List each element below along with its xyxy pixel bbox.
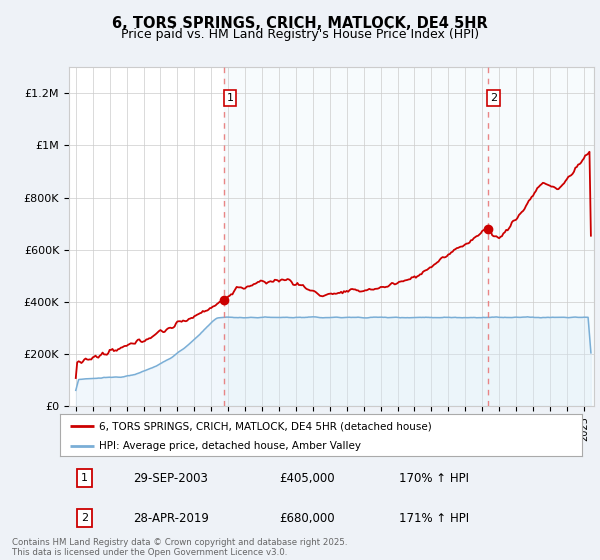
Text: 1: 1 <box>226 94 233 103</box>
Text: 2: 2 <box>490 94 497 103</box>
Text: £405,000: £405,000 <box>279 472 335 484</box>
Text: 1: 1 <box>81 473 88 483</box>
Text: HPI: Average price, detached house, Amber Valley: HPI: Average price, detached house, Ambe… <box>99 441 361 451</box>
Text: 6, TORS SPRINGS, CRICH, MATLOCK, DE4 5HR: 6, TORS SPRINGS, CRICH, MATLOCK, DE4 5HR <box>112 16 488 31</box>
Text: 171% ↑ HPI: 171% ↑ HPI <box>400 512 469 525</box>
Text: Price paid vs. HM Land Registry's House Price Index (HPI): Price paid vs. HM Land Registry's House … <box>121 28 479 41</box>
Text: 6, TORS SPRINGS, CRICH, MATLOCK, DE4 5HR (detached house): 6, TORS SPRINGS, CRICH, MATLOCK, DE4 5HR… <box>99 421 432 431</box>
Text: £680,000: £680,000 <box>279 512 335 525</box>
Text: 2: 2 <box>81 513 88 523</box>
Text: 28-APR-2019: 28-APR-2019 <box>133 512 209 525</box>
Bar <box>224 67 594 406</box>
Text: Contains HM Land Registry data © Crown copyright and database right 2025.
This d: Contains HM Land Registry data © Crown c… <box>12 538 347 557</box>
Text: 29-SEP-2003: 29-SEP-2003 <box>133 472 208 484</box>
Text: 170% ↑ HPI: 170% ↑ HPI <box>400 472 469 484</box>
